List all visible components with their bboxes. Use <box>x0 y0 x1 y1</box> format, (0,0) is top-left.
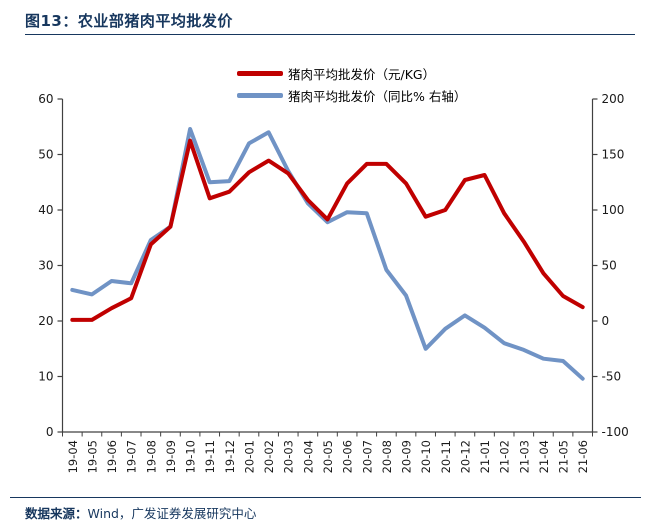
y-axis-left-tick-label: 0 <box>46 425 54 439</box>
legend-line-red-icon <box>237 71 283 76</box>
x-axis-category-label: 20-06 <box>341 440 355 473</box>
x-axis-category-label: 20-11 <box>439 440 453 473</box>
y-axis-left-tick-label: 10 <box>38 370 53 384</box>
x-axis-category-label: 20-07 <box>360 440 374 473</box>
y-axis-left-tick-label: 20 <box>38 314 53 328</box>
x-axis-category-label: 19-07 <box>125 440 139 473</box>
legend-item-price: 猪肉平均批发价（元/KG） <box>237 65 466 82</box>
x-axis-category-label: 20-03 <box>282 440 296 473</box>
chart-legend: 猪肉平均批发价（元/KG） 猪肉平均批发价（同比% 右轴） <box>237 65 466 104</box>
x-axis-category-label: 20-02 <box>262 440 276 473</box>
legend-label-price: 猪肉平均批发价（元/KG） <box>288 67 436 82</box>
y-axis-right-tick-label: 50 <box>602 259 617 273</box>
x-axis-category-label: 19-10 <box>184 440 198 473</box>
x-axis-category-label: 19-08 <box>144 440 158 473</box>
y-axis-right-tick-label: 150 <box>602 148 625 162</box>
x-axis-category-label: 19-05 <box>85 440 99 473</box>
x-axis-category-label: 21-06 <box>576 440 590 473</box>
y-axis-right-tick-label: -50 <box>602 370 622 384</box>
y-axis-left-tick-label: 50 <box>38 148 53 162</box>
legend-item-yoy: 猪肉平均批发价（同比% 右轴） <box>237 87 466 104</box>
x-axis-category-label: 20-08 <box>380 440 394 473</box>
x-axis-category-label: 20-09 <box>400 440 414 473</box>
x-axis-category-label: 21-03 <box>517 440 531 473</box>
x-axis-category-label: 21-02 <box>498 440 512 473</box>
x-axis-category-label: 20-04 <box>301 440 315 473</box>
series-line-yoy <box>70 127 585 381</box>
x-axis-category-label: 21-05 <box>557 440 571 473</box>
y-axis-right-tick-label: -100 <box>602 425 629 439</box>
y-axis-right-tick-label: 0 <box>602 314 610 328</box>
data-source-text: Wind，广发证券发展研究中心 <box>87 506 257 521</box>
legend-line-blue-icon <box>237 93 283 98</box>
figure-title: 图13：农业部猪肉平均批发价 <box>25 12 233 30</box>
title-divider <box>25 34 635 35</box>
x-axis-category-label: 19-04 <box>66 440 80 473</box>
x-axis-category-label: 21-04 <box>537 440 551 473</box>
x-axis-category-label: 20-12 <box>458 440 472 473</box>
y-axis-left-tick-label: 40 <box>38 203 53 217</box>
x-axis-category-label: 20-01 <box>242 440 256 473</box>
y-axis-left-tick-label: 60 <box>38 92 53 106</box>
data-source-label: 数据来源： <box>25 506 88 521</box>
x-axis-category-label: 19-06 <box>105 440 119 473</box>
x-axis-category-label: 19-09 <box>164 440 178 473</box>
y-axis-left-tick-label: 30 <box>38 259 53 273</box>
y-axis-right-tick-label: 100 <box>602 203 625 217</box>
x-axis-category-label: 19-12 <box>223 440 237 473</box>
series-line-price <box>70 138 585 322</box>
legend-label-yoy: 猪肉平均批发价（同比% 右轴） <box>288 89 467 104</box>
y-axis-right-tick-label: 200 <box>602 92 625 106</box>
x-axis-category-label: 21-01 <box>478 440 492 473</box>
footer-divider <box>10 497 641 498</box>
x-axis-category-label: 20-10 <box>419 440 433 473</box>
x-axis-category-label: 20-05 <box>321 440 335 473</box>
x-axis-category-label: 19-11 <box>203 440 217 473</box>
data-source: 数据来源：Wind，广发证券发展研究中心 <box>25 503 256 522</box>
